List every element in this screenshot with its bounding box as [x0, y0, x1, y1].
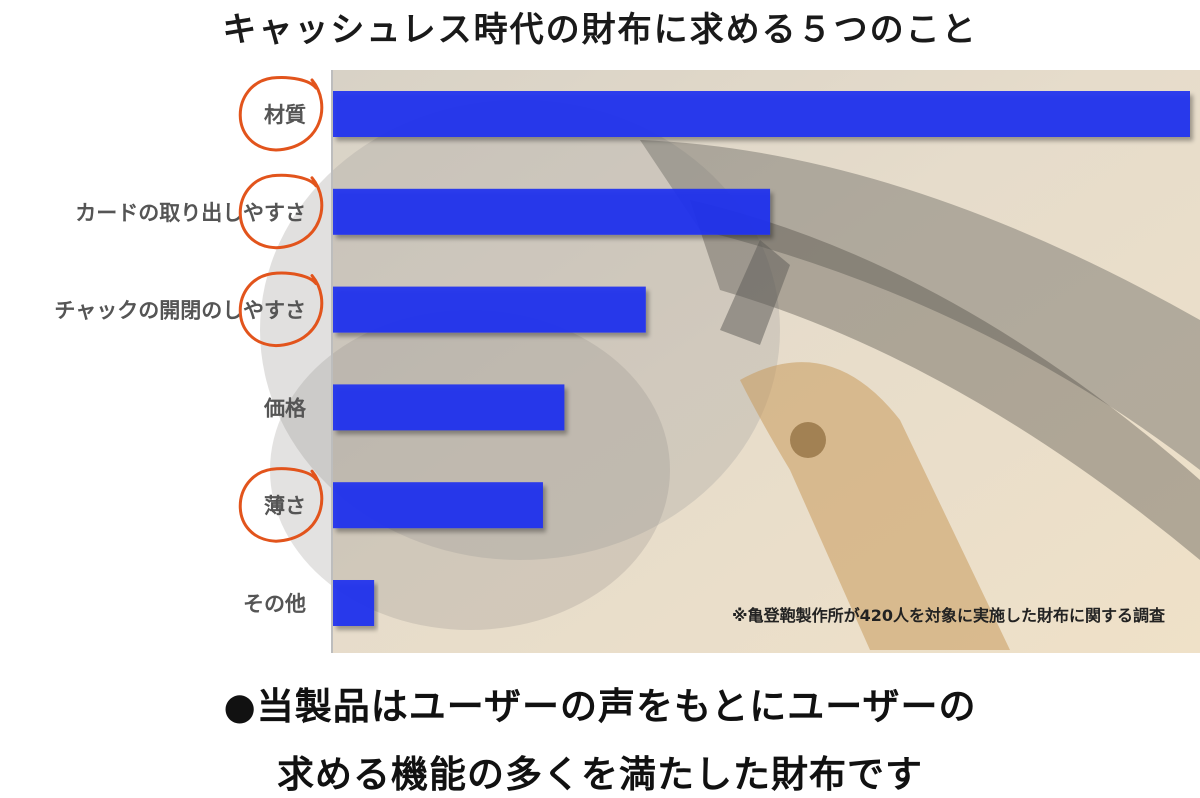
- category-label: 価格: [263, 396, 307, 420]
- category-label: チャックの開閉のしやすさ: [54, 299, 306, 323]
- bar: [333, 188, 771, 235]
- category-label: 薄さ: [264, 494, 306, 518]
- bar: [333, 286, 646, 333]
- category-label: その他: [243, 592, 306, 616]
- bar: [333, 91, 1190, 137]
- chart-title: キャッシュレス時代の財布に求める５つのこと: [222, 10, 978, 50]
- plot-background: [260, 70, 1200, 653]
- highlight-circle: [238, 76, 324, 152]
- highlight-circle: [238, 467, 324, 543]
- footer-line-1: ●当製品はユーザーの声をもとにユーザーの: [223, 685, 977, 728]
- highlight-circle: [238, 271, 324, 348]
- footer-line-2: 求める機能の多くを満たした財布です: [277, 753, 923, 796]
- highlight-circle: [238, 173, 324, 250]
- category-label: カードの取り出しやすさ: [75, 201, 306, 225]
- bar: [333, 482, 543, 529]
- bar: [333, 384, 565, 431]
- bar: [333, 580, 375, 626]
- category-label: 材質: [264, 103, 306, 127]
- source-note: ※亀登鞄製作所が420人を対象に実施した財布に関する調査: [732, 606, 1165, 625]
